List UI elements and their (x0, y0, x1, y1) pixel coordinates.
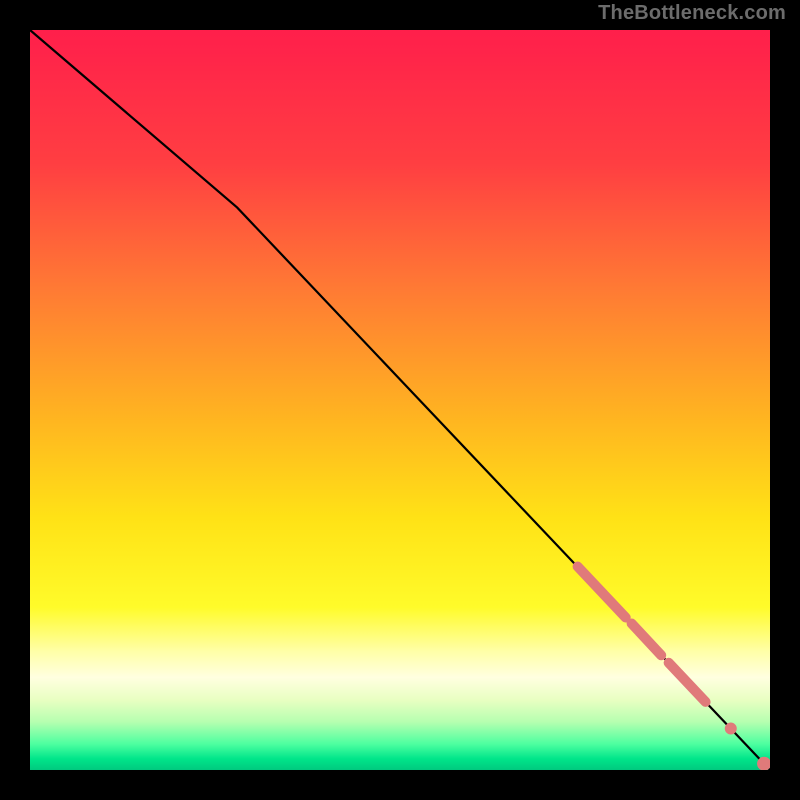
marker-dot (725, 723, 737, 735)
attribution-text: TheBottleneck.com (598, 2, 786, 25)
chart-stage: TheBottleneck.com (0, 0, 800, 800)
bottleneck-plot (30, 30, 770, 770)
